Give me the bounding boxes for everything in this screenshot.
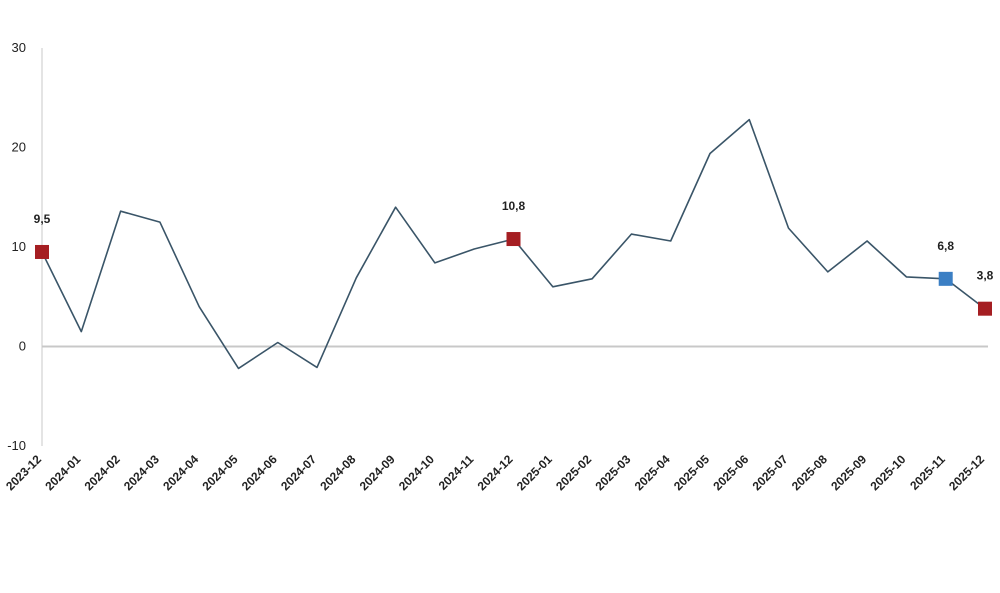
x-tick-label: 2024-10 — [396, 452, 437, 493]
x-tick-label: 2024-02 — [82, 452, 123, 493]
y-tick-label: 20 — [12, 140, 26, 155]
highlight-marker — [938, 271, 953, 286]
x-tick-label: 2025-04 — [632, 452, 673, 493]
x-tick-label: 2024-12 — [475, 452, 516, 493]
highlight-marker — [35, 244, 49, 259]
x-tick-label: 2024-07 — [278, 452, 319, 493]
x-tick-label: 2025-01 — [514, 452, 555, 493]
x-tick-label: 2025-08 — [789, 452, 830, 493]
highlight-markers — [35, 232, 992, 316]
x-tick-label: 2025-02 — [553, 452, 594, 493]
data-labels: 9,5 10,8 6,8 3,8 — [34, 199, 994, 283]
y-tick-labels: 30 20 10 0 -10 — [7, 40, 26, 453]
x-tick-label: 2024-01 — [42, 452, 83, 493]
y-tick-label: 10 — [12, 239, 26, 254]
data-label: 10,8 — [502, 199, 526, 213]
data-label: 9,5 — [34, 212, 51, 226]
x-tick-label: 2024-05 — [200, 452, 241, 493]
x-tick-label: 2024-11 — [436, 452, 477, 493]
x-tick-label: 2024-09 — [357, 452, 398, 493]
x-tick-label: 2025-07 — [750, 452, 791, 493]
x-tick-label: 2025-05 — [671, 452, 712, 493]
x-tick-label: 2023-12 — [3, 452, 44, 493]
x-tick-label: 2024-06 — [239, 452, 280, 493]
x-tick-label: 2025-12 — [946, 452, 987, 493]
x-tick-label: 2025-10 — [867, 452, 908, 493]
y-tick-label: 30 — [12, 40, 26, 55]
x-tick-label: 2024-08 — [317, 452, 358, 493]
y-tick-label: 0 — [19, 339, 26, 354]
x-tick-label: 2024-04 — [160, 452, 201, 493]
x-tick-label: 2025-06 — [710, 452, 751, 493]
x-tick-labels: 2023-122024-012024-022024-032024-042024-… — [3, 452, 987, 493]
data-label: 6,8 — [937, 239, 954, 253]
data-label: 3,8 — [977, 269, 994, 283]
highlight-marker — [978, 301, 992, 316]
y-tick-label: -10 — [7, 438, 26, 453]
x-tick-label: 2024-03 — [121, 452, 162, 493]
highlight-marker — [506, 232, 521, 247]
x-tick-label: 2025-11 — [907, 452, 948, 493]
x-tick-label: 2025-03 — [592, 452, 633, 493]
x-tick-label: 2025-09 — [828, 452, 869, 493]
